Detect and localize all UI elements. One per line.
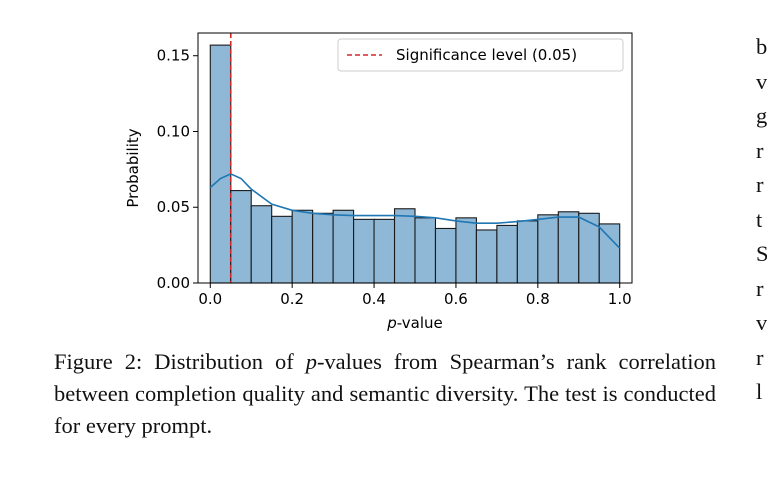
histogram-bar xyxy=(393,208,416,284)
x-tick-label: 0.4 xyxy=(362,290,386,308)
adjacent-column-fragment: v xyxy=(756,68,767,94)
adjacent-column-fragment: r xyxy=(756,137,764,163)
adjacent-column-fragment: t xyxy=(756,206,763,232)
histogram-chart: 0.0 0.2 0.4 0.6 0.8 1.0 0.00 0.05 0.10 0.15 p-va… xyxy=(124,32,633,332)
histogram-bar xyxy=(496,224,518,284)
figure-caption: Figure 2: Distribution of p-values from … xyxy=(54,346,716,442)
histogram-bar xyxy=(414,217,437,284)
y-tick-label: 0.15 xyxy=(157,47,190,65)
caption-prefix: Figure 2: Distribution of xyxy=(54,349,306,374)
legend-box xyxy=(337,38,624,72)
histogram-bar xyxy=(250,205,273,284)
histogram-bar xyxy=(332,209,355,284)
histogram-bar xyxy=(475,229,498,284)
histogram-bar xyxy=(434,227,457,284)
histogram-bar xyxy=(209,44,232,284)
legend: Significance level (0.05) xyxy=(337,38,624,72)
x-tick-label: 0.6 xyxy=(444,290,468,308)
x-tick-label: 0.2 xyxy=(280,290,304,308)
histogram-bar xyxy=(578,212,600,284)
histogram-bar xyxy=(230,190,252,284)
adjacent-column-fragment: l xyxy=(756,379,763,404)
y-tick-label: 0.00 xyxy=(157,274,190,292)
adjacent-column-fragment: S xyxy=(756,241,767,266)
caption-rest: -values from Spearman’s rank correlation… xyxy=(54,349,716,438)
histogram-bar xyxy=(291,209,314,284)
histogram-bar xyxy=(516,220,539,284)
x-tick-label: 0.8 xyxy=(526,290,550,308)
histogram-bar xyxy=(455,217,477,284)
histogram-bar xyxy=(557,211,580,284)
y-tick-label: 0.10 xyxy=(157,122,190,140)
caption-p-variable: p xyxy=(305,349,317,374)
histogram-bar xyxy=(312,212,334,284)
histogram-bar xyxy=(373,218,396,284)
x-tick-label: 1.0 xyxy=(608,290,632,308)
histogram-bar xyxy=(271,215,293,284)
bars-group xyxy=(209,44,621,284)
legend-label: Significance level (0.05) xyxy=(396,46,577,64)
kde-curve xyxy=(209,173,621,249)
adjacent-column-fragment: v xyxy=(756,310,767,335)
y-tick-label: 0.05 xyxy=(157,198,190,216)
x-tick-label: 0.0 xyxy=(198,290,222,308)
histogram-bar xyxy=(537,214,559,284)
adjacent-column-fragment: g xyxy=(756,103,767,128)
histogram-bar xyxy=(598,223,621,284)
plot-frame xyxy=(197,32,633,284)
adjacent-column-fragment: b xyxy=(756,34,767,59)
adjacent-column-fragment: r xyxy=(756,344,764,370)
y-axis-ticks: 0.00 0.05 0.10 0.15 xyxy=(157,47,198,292)
x-axis-label: p-value xyxy=(386,314,443,332)
adjacent-column-fragment: r xyxy=(756,275,764,301)
x-axis-ticks: 0.0 0.2 0.4 0.6 0.8 1.0 xyxy=(198,283,632,308)
histogram-bar xyxy=(353,218,375,284)
adjacent-column-fragment: r xyxy=(756,172,764,197)
y-axis-label: Probability xyxy=(124,128,142,207)
